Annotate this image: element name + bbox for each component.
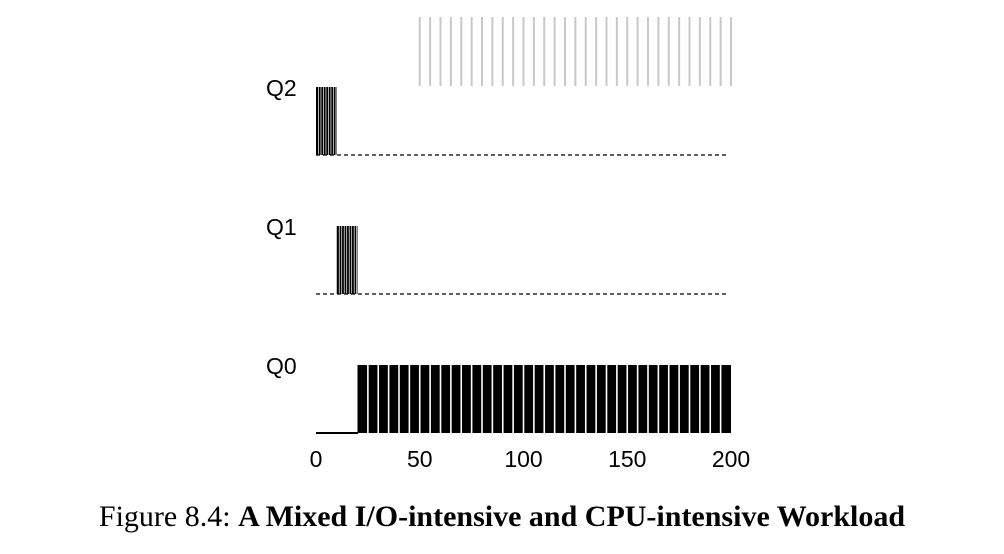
caption-title: A Mixed I/O-intensive and CPU-intensive … — [238, 500, 906, 533]
x-tick-label: 0 — [310, 446, 323, 472]
x-tick-label: 200 — [712, 446, 750, 472]
figure-caption: Figure 8.4: A Mixed I/O-intensive and CP… — [0, 500, 1004, 534]
queue-label-q1: Q1 — [266, 214, 297, 240]
io-job-bars — [418, 17, 732, 86]
x-tick-labels: 0 50 100 150 200 — [310, 446, 751, 472]
q1-cpu-block — [336, 226, 358, 294]
queue-label-q2: Q2 — [266, 75, 297, 101]
caption-prefix: Figure 8.4: — [98, 500, 239, 533]
x-tick-label: 150 — [608, 446, 646, 472]
x-tick-label: 50 — [407, 446, 433, 472]
x-tick-label: 100 — [504, 446, 542, 472]
q0-cpu-block — [357, 365, 731, 433]
queue-label-q0: Q0 — [266, 353, 297, 379]
q2-cpu-block — [316, 87, 337, 155]
